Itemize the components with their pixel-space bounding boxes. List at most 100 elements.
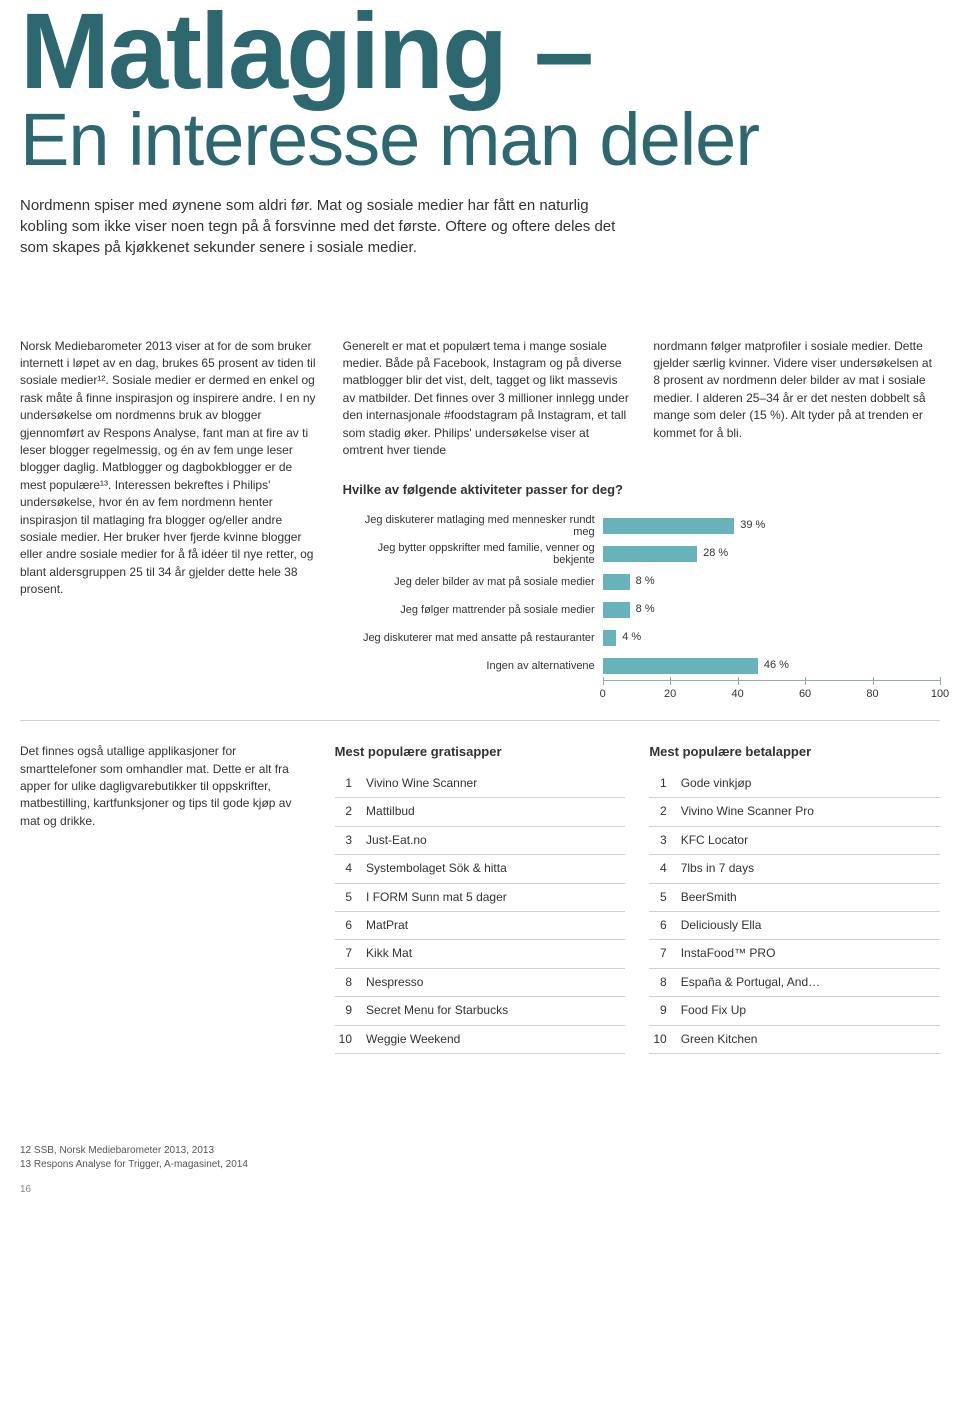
chart-bar-value: 4 %	[622, 630, 641, 646]
chart-row: Jeg diskuterer matlaging med mennesker r…	[343, 512, 940, 540]
table-row: 9Food Fix Up	[649, 997, 940, 1025]
chart-bar-value: 8 %	[636, 602, 655, 618]
chart-row: Jeg deler bilder av mat på sosiale medie…	[343, 568, 940, 596]
three-column-row: Norsk Mediebarometer 2013 viser at for d…	[20, 338, 940, 703]
chart-row-label: Jeg deler bilder av mat på sosiale medie…	[343, 576, 603, 589]
chart-row: Jeg følger mattrender på sosiale medier 8…	[343, 596, 940, 624]
app-name: Kikk Mat	[362, 940, 625, 968]
app-rank: 6	[335, 911, 362, 939]
footnotes: 12 SSB, Norsk Mediebarometer 2013, 2013 …	[20, 1144, 940, 1173]
column-b-text: Generelt er mat et populært tema i mange…	[343, 338, 630, 460]
app-rank: 1	[649, 770, 676, 798]
table-row: 9Secret Menu for Starbucks	[335, 997, 626, 1025]
bottom-three-columns: Det finnes også utallige applikasjoner f…	[20, 743, 940, 1054]
axis-tick-label: 100	[931, 687, 949, 703]
chart-bar-zone: 8 %	[603, 596, 940, 624]
chart-bar	[603, 518, 735, 534]
chart-bar-value: 8 %	[636, 574, 655, 590]
chart-bar-zone: 39 %	[603, 512, 940, 540]
table-row: 2Mattilbud	[335, 798, 626, 826]
app-rank: 6	[649, 911, 676, 939]
footnote-12: 12 SSB, Norsk Mediebarometer 2013, 2013	[20, 1144, 940, 1159]
axis-tick-label: 0	[600, 687, 606, 703]
chart-bar-zone: 8 %	[603, 568, 940, 596]
app-rank: 3	[335, 826, 362, 854]
chart-bar-zone: 28 %	[603, 540, 940, 568]
table-row: 5BeerSmith	[649, 883, 940, 911]
axis-tick	[670, 677, 671, 685]
table-row: 6MatPrat	[335, 911, 626, 939]
table-row: 1Vivino Wine Scanner	[335, 770, 626, 798]
app-rank: 7	[649, 940, 676, 968]
chart-row: Jeg diskuterer mat med ansatte på restau…	[343, 624, 940, 652]
axis-tick-label: 80	[866, 687, 878, 703]
axis-tick	[940, 677, 941, 685]
column-a-text: Norsk Mediebarometer 2013 viser at for d…	[20, 338, 319, 599]
apps-intro-column: Det finnes også utallige applikasjoner f…	[20, 743, 311, 1054]
table-row: 4Systembolaget Sök & hitta	[335, 855, 626, 883]
axis-tick	[738, 677, 739, 685]
axis-tick	[603, 677, 604, 685]
app-rank: 1	[335, 770, 362, 798]
table-row: 10Green Kitchen	[649, 1025, 940, 1053]
table-row: 1Gode vinkjøp	[649, 770, 940, 798]
app-rank: 5	[649, 883, 676, 911]
axis-tick	[873, 677, 874, 685]
app-rank: 3	[649, 826, 676, 854]
column-c-text: nordmann følger matprofiler i sosiale me…	[653, 338, 940, 442]
app-name: Just-Eat.no	[362, 826, 625, 854]
app-rank: 7	[335, 940, 362, 968]
column-b: Generelt er mat et populært tema i mange…	[343, 338, 630, 460]
app-name: Gode vinkjøp	[677, 770, 940, 798]
chart-bar-value: 39 %	[740, 518, 765, 534]
app-rank: 4	[649, 855, 676, 883]
free-apps-title: Mest populære gratisapper	[335, 743, 626, 762]
app-name: Green Kitchen	[677, 1025, 940, 1053]
app-name: Vivino Wine Scanner Pro	[677, 798, 940, 826]
app-name: Secret Menu for Starbucks	[362, 997, 625, 1025]
axis-tick-label: 40	[731, 687, 743, 703]
app-rank: 9	[335, 997, 362, 1025]
chart-bar	[603, 630, 616, 646]
paid-apps-column: Mest populære betalapper 1Gode vinkjøp2V…	[649, 743, 940, 1054]
table-row: 10Weggie Weekend	[335, 1025, 626, 1053]
app-name: Vivino Wine Scanner	[362, 770, 625, 798]
app-rank: 8	[649, 968, 676, 996]
chart-row-label: Jeg følger mattrender på sosiale medier	[343, 604, 603, 617]
horizontal-rule	[20, 720, 940, 721]
bar-chart: Jeg diskuterer matlaging med mennesker r…	[343, 512, 940, 680]
free-apps-table: 1Vivino Wine Scanner2Mattilbud3Just-Eat.…	[335, 770, 626, 1054]
chart-bar-zone: 46 %	[603, 652, 940, 680]
chart-row: Ingen av alternativene46 %	[343, 652, 940, 680]
axis-tick-label: 20	[664, 687, 676, 703]
app-rank: 2	[649, 798, 676, 826]
page-title-bold: Matlaging –	[20, 0, 940, 103]
chart-bar	[603, 574, 630, 590]
app-name: 7lbs in 7 days	[677, 855, 940, 883]
table-row: 8España & Portugal, And…	[649, 968, 940, 996]
app-name: Mattilbud	[362, 798, 625, 826]
app-rank: 10	[335, 1025, 362, 1053]
chart-x-axis: 020406080100	[603, 680, 940, 702]
app-rank: 9	[649, 997, 676, 1025]
app-name: InstaFood™ PRO	[677, 940, 940, 968]
app-rank: 2	[335, 798, 362, 826]
paid-apps-table: 1Gode vinkjøp2Vivino Wine Scanner Pro3KF…	[649, 770, 940, 1054]
chart-bar	[603, 602, 630, 618]
column-c: nordmann følger matprofiler i sosiale me…	[653, 338, 940, 460]
axis-tick-label: 60	[799, 687, 811, 703]
table-row: 3KFC Locator	[649, 826, 940, 854]
column-b-and-chart: Generelt er mat et populært tema i mange…	[343, 338, 940, 703]
table-row: 5I FORM Sunn mat 5 dager	[335, 883, 626, 911]
page-number: 16	[20, 1183, 940, 1198]
chart-bar-value: 28 %	[703, 546, 728, 562]
footnote-13: 13 Respons Analyse for Trigger, A-magasi…	[20, 1158, 940, 1173]
chart-title: Hvilke av følgende aktiviteter passer fo…	[343, 481, 940, 500]
app-name: Deliciously Ella	[677, 911, 940, 939]
app-name: Nespresso	[362, 968, 625, 996]
table-row: 3Just-Eat.no	[335, 826, 626, 854]
app-name: Food Fix Up	[677, 997, 940, 1025]
chart-row-label: Ingen av alternativene	[343, 660, 603, 673]
app-name: KFC Locator	[677, 826, 940, 854]
chart-row-label: Jeg diskuterer mat med ansatte på restau…	[343, 632, 603, 645]
